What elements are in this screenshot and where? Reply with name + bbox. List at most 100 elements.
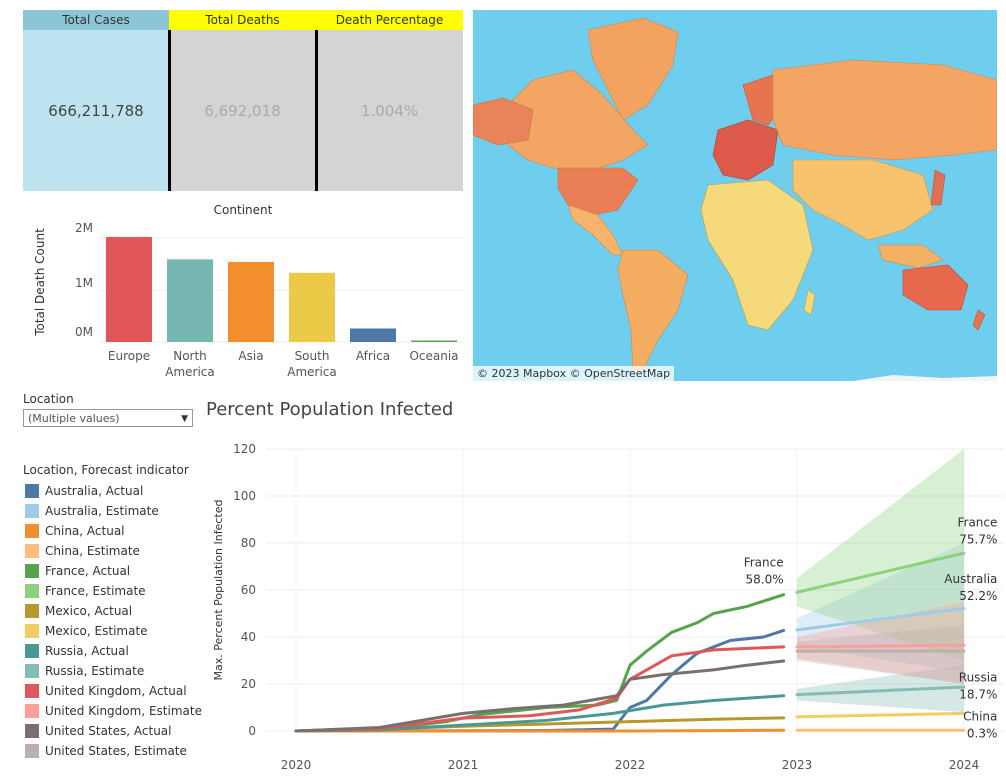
legend-swatch — [25, 684, 39, 698]
forecast-band — [797, 543, 964, 673]
continent-category-label: Europe — [107, 349, 151, 363]
map-region — [567, 204, 624, 256]
legend-item[interactable]: Australia, Estimate — [25, 502, 159, 520]
legend-swatch — [25, 744, 39, 758]
continent-bar — [411, 340, 457, 342]
line-chart[interactable]: Max. Percent Population Infected 0 20 40 60 8… — [206, 435, 1004, 780]
series-line — [294, 659, 786, 733]
legend-item[interactable]: France, Actual — [25, 562, 130, 580]
forecast-band — [797, 625, 964, 684]
total-deaths-header: Total Deaths — [169, 10, 316, 30]
legend-swatch — [25, 664, 39, 678]
legend-item[interactable]: United Kingdom, Estimate — [25, 702, 202, 720]
world-map[interactable] — [473, 10, 997, 381]
annotation-value: 75.7% — [959, 533, 997, 547]
series-line — [294, 694, 786, 733]
ytick-label: 80 — [241, 536, 256, 550]
continent-bar — [167, 259, 213, 342]
legend-label: Australia, Actual — [45, 484, 144, 498]
legend-label: Mexico, Actual — [45, 604, 133, 618]
legend-swatch — [25, 564, 39, 578]
legend-item[interactable]: Russia, Estimate — [25, 662, 144, 680]
continent-bar — [106, 236, 152, 342]
continent-bar-chart — [99, 236, 464, 343]
continent-category-label: North America — [165, 349, 215, 379]
legend-swatch — [25, 604, 39, 618]
continent-ytick: 0M — [75, 325, 93, 339]
legend-item[interactable]: Mexico, Actual — [25, 602, 132, 620]
legend-label: United States, Actual — [45, 724, 172, 738]
legend-label: United States, Estimate — [45, 744, 187, 758]
total-cases-value: 666,211,788 — [23, 30, 169, 191]
ytick-label: 40 — [241, 630, 256, 644]
xtick-label: 2024 — [949, 758, 980, 772]
annotation-name: China — [963, 709, 997, 723]
series-line — [795, 551, 966, 594]
xtick-label: 2022 — [615, 758, 646, 772]
annotation-name: France — [957, 516, 997, 530]
legend-swatch — [25, 644, 39, 658]
annotation-name: Russia — [959, 671, 998, 685]
map-region — [557, 167, 639, 216]
kpi-divider — [315, 30, 318, 191]
legend-item[interactable]: United States, Estimate — [25, 742, 187, 760]
legend-item[interactable]: Australia, Actual — [25, 482, 143, 500]
ytick-label: 20 — [241, 677, 256, 691]
map-region — [617, 249, 689, 371]
xtick-label: 2021 — [448, 758, 479, 772]
legend-swatch — [25, 484, 39, 498]
total-deaths-value: 6,692,018 — [169, 30, 316, 191]
chevron-down-icon: ▼ — [181, 414, 188, 424]
map-credit[interactable]: © 2023 Mapbox © OpenStreetMap — [473, 366, 675, 381]
ytick-label: 100 — [233, 489, 256, 503]
legend-item[interactable]: China, Actual — [25, 522, 125, 540]
map-region — [587, 17, 679, 121]
annotation-value: 52.2% — [959, 589, 997, 603]
legend-swatch — [25, 504, 39, 518]
location-filter-label: Location — [23, 392, 74, 406]
map-region — [792, 159, 934, 241]
location-filter-dropdown[interactable]: (Multiple values) ▼ — [23, 409, 193, 427]
map-region — [853, 375, 997, 381]
continent-category-label: Oceania — [409, 349, 459, 363]
continent-category-label: South America — [287, 349, 337, 379]
forecast-band — [797, 665, 964, 713]
legend-item[interactable]: China, Estimate — [25, 542, 140, 560]
legend-swatch — [25, 584, 39, 598]
legend-swatch — [25, 624, 39, 638]
line-chart-ylabel: Max. Percent Population Infected — [212, 500, 225, 681]
map-region — [902, 264, 969, 311]
legend-item[interactable]: France, Estimate — [25, 582, 146, 600]
series-line — [795, 711, 966, 719]
world-map-shapes — [473, 17, 997, 381]
continent-bar — [289, 272, 335, 342]
legend-item[interactable]: United States, Actual — [25, 722, 171, 740]
xtick-label: 2020 — [281, 758, 312, 772]
legend-swatch — [25, 704, 39, 718]
legend-title: Location, Forecast indicator — [23, 463, 189, 477]
series-line — [795, 685, 966, 697]
continent-ytick: 1M — [75, 276, 93, 290]
legend-item[interactable]: Russia, Actual — [25, 642, 129, 660]
series-line — [795, 606, 966, 632]
map-region — [930, 169, 946, 206]
ytick-label: 120 — [233, 442, 256, 456]
series-line — [294, 645, 786, 733]
map-region — [473, 97, 534, 146]
death-percentage-header: Death Percentage — [316, 10, 463, 30]
forecast-band — [797, 601, 964, 684]
xtick-label: 2023 — [782, 758, 813, 772]
legend-item[interactable]: United Kingdom, Actual — [25, 682, 187, 700]
total-cases-header: Total Cases — [23, 10, 169, 30]
series-line — [294, 593, 786, 733]
annotation-value: 18.7% — [959, 688, 997, 702]
annotation-value: 58.0% — [746, 573, 784, 587]
ytick-label: 0 — [248, 724, 256, 738]
legend-item[interactable]: Mexico, Estimate — [25, 622, 148, 640]
legend-label: Russia, Actual — [45, 644, 129, 658]
map-region — [712, 119, 779, 181]
legend-label: China, Actual — [45, 524, 125, 538]
continent-ytick: 2M — [75, 221, 93, 235]
continent-bar — [228, 261, 274, 342]
legend-swatch — [25, 524, 39, 538]
